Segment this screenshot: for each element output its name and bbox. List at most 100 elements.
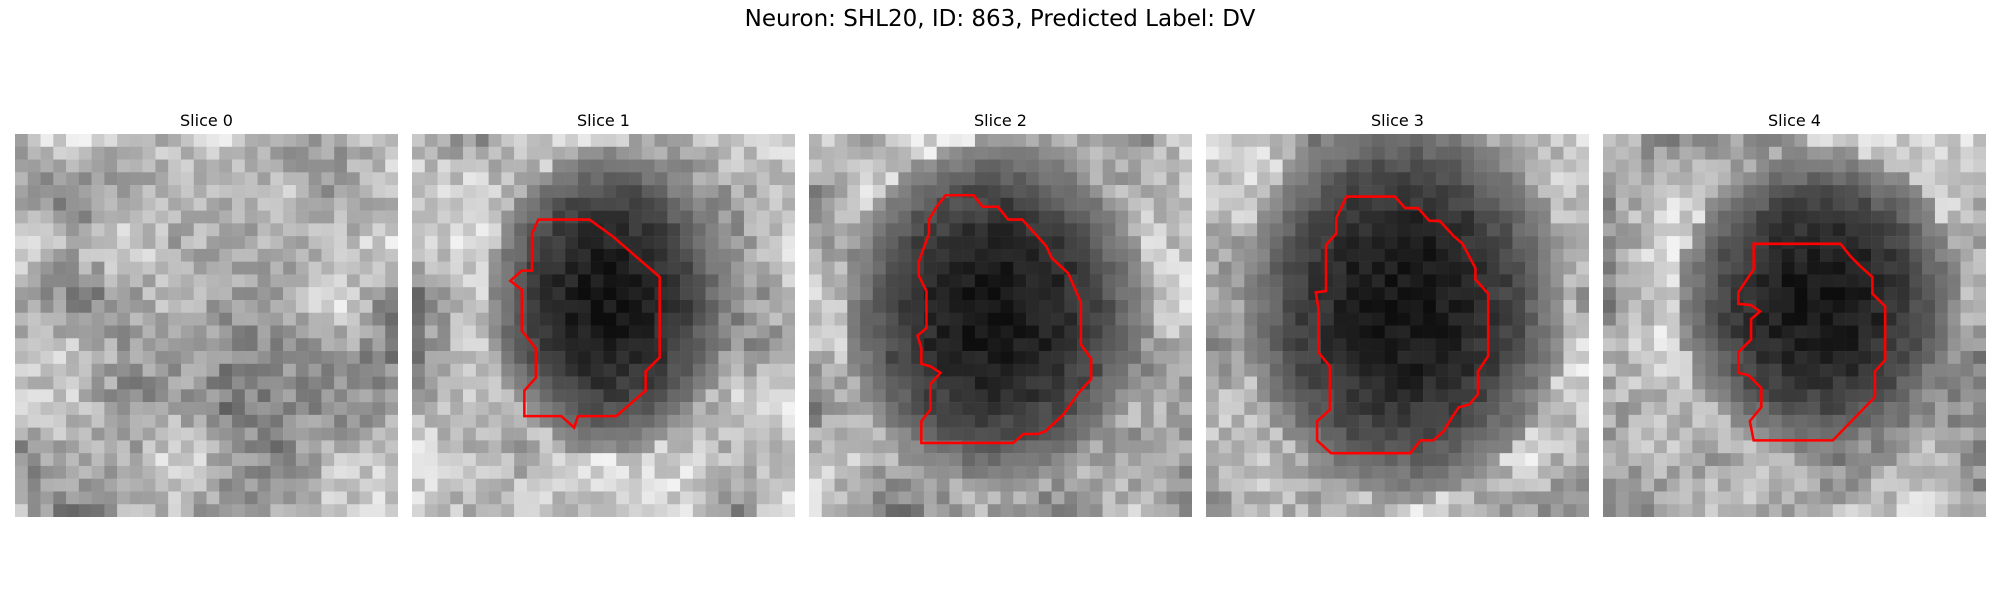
image-pixel — [692, 223, 706, 237]
image-pixel — [1603, 376, 1617, 390]
image-pixel — [412, 427, 426, 441]
image-pixel — [974, 287, 988, 301]
image-pixel — [66, 402, 80, 416]
image-pixel — [1397, 389, 1411, 403]
image-pixel — [974, 223, 988, 237]
image-pixel — [1448, 478, 1462, 492]
image-pixel — [769, 210, 783, 224]
image-pixel — [987, 427, 1001, 441]
image-pixel — [1102, 172, 1116, 186]
image-pixel — [334, 363, 348, 377]
image-pixel — [1858, 338, 1872, 352]
image-pixel — [257, 274, 271, 288]
image-pixel — [1525, 453, 1539, 467]
image-pixel — [117, 172, 131, 186]
image-pixel — [1128, 197, 1142, 211]
image-pixel — [424, 414, 438, 428]
image-pixel — [1102, 427, 1116, 441]
image-pixel — [1423, 274, 1437, 288]
image-pixel — [1089, 210, 1103, 224]
image-pixel — [1206, 172, 1220, 186]
image-pixel — [129, 504, 143, 517]
image-pixel — [1705, 312, 1719, 326]
image-pixel — [782, 210, 795, 224]
image-pixel — [1308, 274, 1322, 288]
image-pixel — [1717, 248, 1731, 262]
image-pixel — [731, 134, 745, 148]
image-pixel — [78, 312, 92, 326]
image-pixel — [257, 465, 271, 479]
image-pixel — [66, 414, 80, 428]
image-pixel — [1756, 223, 1770, 237]
image-pixel — [923, 261, 937, 275]
image-pixel — [155, 172, 169, 186]
image-pixel — [1448, 197, 1462, 211]
image-pixel — [1257, 248, 1271, 262]
image-pixel — [15, 376, 29, 390]
image-pixel — [1909, 172, 1923, 186]
image-pixel — [1410, 299, 1424, 313]
image-pixel — [1038, 172, 1052, 186]
image-pixel — [756, 185, 770, 199]
image-pixel — [412, 465, 426, 479]
image-pixel — [1269, 134, 1283, 148]
image-pixel — [1000, 414, 1014, 428]
image-pixel — [1102, 134, 1116, 148]
image-pixel — [475, 414, 489, 428]
image-pixel — [962, 236, 976, 250]
image-pixel — [552, 376, 566, 390]
image-pixel — [501, 210, 515, 224]
image-pixel — [514, 159, 528, 173]
image-pixel — [142, 478, 156, 492]
image-pixel — [117, 299, 131, 313]
image-pixel — [1537, 427, 1551, 441]
image-pixel — [1666, 465, 1680, 479]
image-pixel — [769, 491, 783, 505]
image-pixel — [847, 351, 861, 365]
image-pixel — [1461, 261, 1475, 275]
image-pixel — [412, 478, 426, 492]
image-pixel — [1295, 172, 1309, 186]
image-pixel — [1512, 185, 1526, 199]
image-pixel — [743, 389, 757, 403]
image-pixel — [1934, 363, 1948, 377]
image-pixel — [1896, 223, 1910, 237]
image-pixel — [1064, 465, 1078, 479]
image-pixel — [1346, 134, 1360, 148]
image-pixel — [616, 299, 630, 313]
image-pixel — [1603, 402, 1617, 416]
image-pixel — [1807, 440, 1821, 454]
image-pixel — [641, 185, 655, 199]
image-pixel — [1308, 236, 1322, 250]
image-pixel — [1218, 325, 1232, 339]
image-pixel — [680, 491, 694, 505]
image-pixel — [769, 351, 783, 365]
image-pixel — [1537, 248, 1551, 262]
image-pixel — [1282, 414, 1296, 428]
image-pixel — [539, 312, 553, 326]
image-pixel — [1705, 299, 1719, 313]
image-pixel — [295, 504, 309, 517]
image-pixel — [1576, 274, 1589, 288]
image-pixel — [809, 146, 823, 160]
image-pixel — [987, 465, 1001, 479]
image-pixel — [27, 376, 41, 390]
image-pixel — [463, 376, 477, 390]
image-pixel — [308, 363, 322, 377]
image-pixel — [603, 453, 617, 467]
image-pixel — [847, 210, 861, 224]
image-pixel — [987, 325, 1001, 339]
image-pixel — [1461, 491, 1475, 505]
image-pixel — [809, 210, 823, 224]
image-pixel — [1603, 414, 1617, 428]
image-pixel — [1730, 210, 1744, 224]
image-pixel — [1333, 134, 1347, 148]
image-pixel — [1128, 210, 1142, 224]
image-pixel — [1973, 325, 1986, 339]
image-pixel — [1371, 491, 1385, 505]
image-pixel — [1064, 197, 1078, 211]
image-pixel — [1089, 236, 1103, 250]
image-pixel — [488, 363, 502, 377]
image-pixel — [1269, 223, 1283, 237]
image-pixel — [885, 299, 899, 313]
